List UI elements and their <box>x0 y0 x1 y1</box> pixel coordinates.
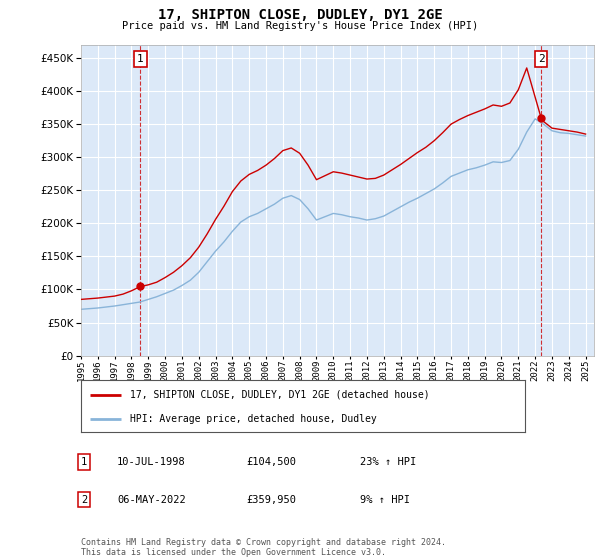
Text: 2: 2 <box>81 494 87 505</box>
Text: Contains HM Land Registry data © Crown copyright and database right 2024.
This d: Contains HM Land Registry data © Crown c… <box>81 538 446 557</box>
Text: 10-JUL-1998: 10-JUL-1998 <box>117 457 186 467</box>
Text: 06-MAY-2022: 06-MAY-2022 <box>117 494 186 505</box>
Text: 2: 2 <box>538 54 544 64</box>
Text: £359,950: £359,950 <box>246 494 296 505</box>
Text: 17, SHIPTON CLOSE, DUDLEY, DY1 2GE (detached house): 17, SHIPTON CLOSE, DUDLEY, DY1 2GE (deta… <box>130 390 430 400</box>
Text: 23% ↑ HPI: 23% ↑ HPI <box>360 457 416 467</box>
Text: £104,500: £104,500 <box>246 457 296 467</box>
Text: 1: 1 <box>81 457 87 467</box>
Text: HPI: Average price, detached house, Dudley: HPI: Average price, detached house, Dudl… <box>130 414 377 424</box>
Text: Price paid vs. HM Land Registry's House Price Index (HPI): Price paid vs. HM Land Registry's House … <box>122 21 478 31</box>
Text: 9% ↑ HPI: 9% ↑ HPI <box>360 494 410 505</box>
Text: 1: 1 <box>137 54 144 64</box>
Text: 17, SHIPTON CLOSE, DUDLEY, DY1 2GE: 17, SHIPTON CLOSE, DUDLEY, DY1 2GE <box>158 8 442 22</box>
